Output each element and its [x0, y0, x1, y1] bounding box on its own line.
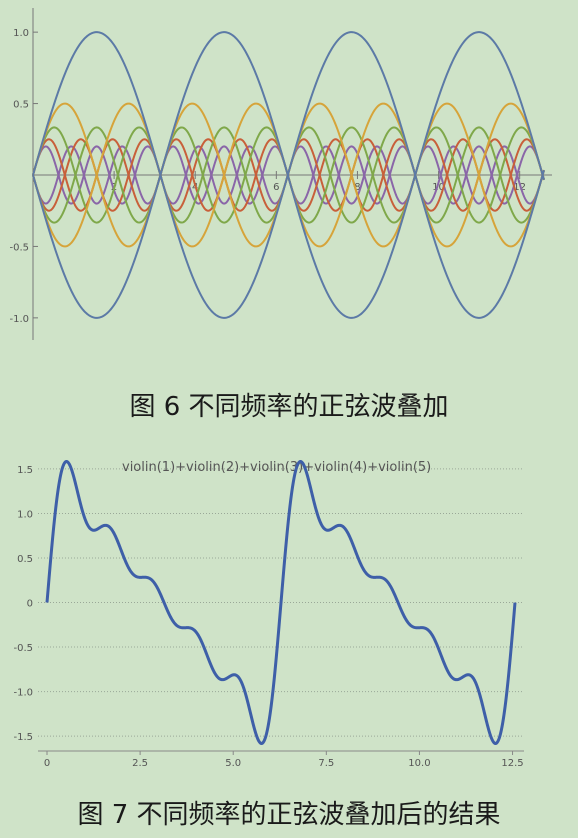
chart2-y-tick-label: 1.0: [17, 509, 33, 520]
chart2-formula-label: violin(1)+violin(2)+violin(3)+violin(4)+…: [122, 460, 431, 475]
figure6-caption: 图 6 不同频率的正弦波叠加: [129, 392, 449, 422]
chart2-y-tick-label: -1.5: [13, 732, 33, 743]
chart1-x-tick-label: 8: [354, 182, 360, 193]
chart1-curves: [32, 31, 545, 319]
chart1-series-line: [32, 31, 545, 319]
chart2-y-tick-label: 0.5: [17, 554, 33, 565]
chart2-sum-curve: [45, 460, 517, 745]
figure7-caption: 图 7 不同频率的正弦波叠加后的结果: [77, 800, 501, 830]
chart2-ticks: -1.5 -1.0 -0.5 0 0.5 1.0 1.5 0 2.5 5.0 7.5 10.0 12.5: [13, 465, 523, 769]
chart1-series-line: [32, 31, 545, 319]
chart2-y-tick-label: -0.5: [13, 643, 33, 654]
sine-sum-chart: -1.5 -1.0 -0.5 0 0.5 1.0 1.5 0 2.5 5.0 7.5 10.0 12.5…: [13, 460, 524, 769]
chart2-x-tick-label: 7.5: [318, 758, 334, 769]
chart1-y-tick-label: 0.5: [13, 100, 29, 111]
chart1-y-tick-label: 1.0: [13, 28, 29, 39]
chart2-x-tick-label: 0: [44, 758, 50, 769]
chart2-x-tick-label: 2.5: [132, 758, 148, 769]
chart1-x-tick-label: 12: [513, 182, 526, 193]
chart2-x-tick-label: 10.0: [408, 758, 430, 769]
chart2-y-tick-label: -1.0: [13, 688, 33, 699]
sine-components-chart: -1.0-0.50.51.02 4 6 8 10 12: [9, 8, 552, 340]
chart1-y-tick-label: -0.5: [9, 242, 29, 253]
chart2-x-tick-label: 12.5: [501, 758, 523, 769]
chart1-x-tick-label: 10: [432, 182, 445, 193]
chart1-y-tick-label: -1.0: [9, 314, 29, 325]
chart2-x-tick-label: 5.0: [225, 758, 241, 769]
chart2-y-tick-label: 1.5: [17, 465, 33, 476]
chart2-y-tick-label: 0: [27, 599, 33, 610]
chart1-x-tick-label: 6: [273, 182, 279, 193]
